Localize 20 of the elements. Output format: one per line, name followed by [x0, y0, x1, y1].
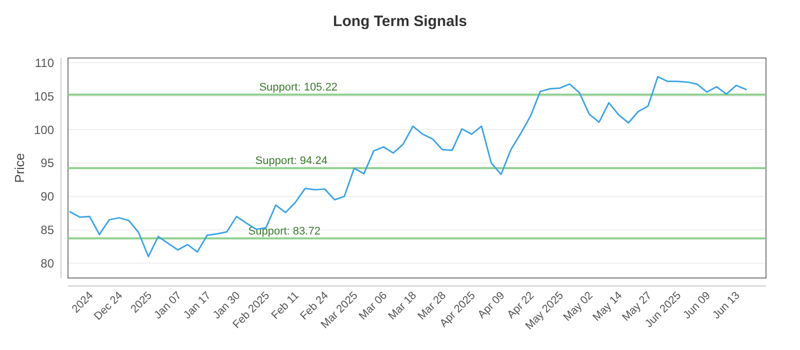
x-tick-label: Jan 17 — [181, 290, 214, 322]
ref-line-label: Support: 94.24 — [255, 155, 328, 168]
x-tick-label: Feb 11 — [269, 290, 302, 322]
x-tick-label: Apr 09 — [476, 290, 508, 322]
chart-title: Long Term Signals — [333, 13, 467, 30]
x-tick-label: Jun 09 — [681, 290, 713, 322]
y-tick-label: 105 — [34, 89, 54, 104]
y-tick-label: 100 — [34, 122, 54, 137]
x-tick-label: Jan 07 — [152, 290, 184, 322]
y-tick-label: 110 — [34, 56, 54, 70]
x-tick-label: Jun 13 — [710, 290, 742, 322]
y-tick-label: 95 — [40, 156, 54, 170]
ref-line-label: Support: 105.22 — [259, 82, 338, 94]
ref-line-label: Support: 83.72 — [248, 225, 320, 238]
x-tick-label: Dec 24 — [92, 290, 126, 323]
y-axis-title: Price — [12, 153, 27, 183]
y-tick-label: 90 — [40, 190, 54, 204]
line-series — [69, 76, 747, 258]
y-tick-label: 80 — [40, 256, 54, 270]
y-tick-label: 85 — [40, 223, 54, 238]
